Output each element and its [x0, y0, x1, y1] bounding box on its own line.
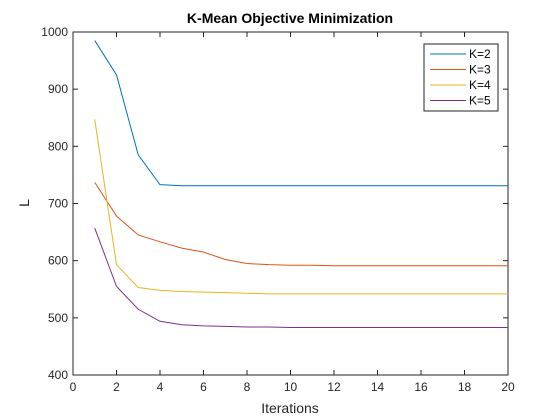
- legend-entry: K=4: [469, 78, 491, 92]
- y-tick-label: 700: [48, 197, 68, 211]
- x-tick-label: 8: [244, 380, 251, 394]
- x-tick-label: 20: [501, 380, 515, 394]
- x-tick-label: 4: [157, 380, 164, 394]
- series-line-k-4: [94, 119, 508, 295]
- y-axis-title: L: [16, 199, 32, 207]
- x-tick-label: 12: [327, 380, 341, 394]
- x-tick-label: 0: [70, 380, 77, 394]
- x-tick-label: 16: [414, 380, 428, 394]
- y-tick-label: 800: [48, 139, 68, 153]
- legend-entry: K=5: [469, 94, 491, 108]
- series-line-k-2: [94, 40, 508, 187]
- plot-area: 0 2 4 6 8 10 12 14 16 18 20 400 500 600 700 800 900 1000 K…: [41, 25, 515, 394]
- legend-entry: K=2: [469, 47, 491, 61]
- y-tick-label: 1000: [41, 25, 68, 39]
- legend-entry: K=3: [469, 63, 491, 77]
- x-axis-title: Iterations: [261, 400, 319, 416]
- x-tick-label: 6: [200, 380, 207, 394]
- chart-title: K-Mean Objective Minimization: [187, 10, 393, 26]
- x-tick-label: 10: [284, 380, 298, 394]
- series-line-k-5: [94, 227, 508, 329]
- x-tick-label: 18: [458, 380, 472, 394]
- y-tick-label: 400: [48, 368, 68, 382]
- series-line-k-3: [94, 182, 508, 267]
- y-tick-label: 600: [48, 254, 68, 268]
- y-tick-label: 900: [48, 82, 68, 96]
- x-tick-label: 2: [113, 380, 120, 394]
- legend-box: [423, 43, 499, 112]
- x-tick-label: 14: [371, 380, 385, 394]
- y-tick-label: 500: [48, 311, 68, 325]
